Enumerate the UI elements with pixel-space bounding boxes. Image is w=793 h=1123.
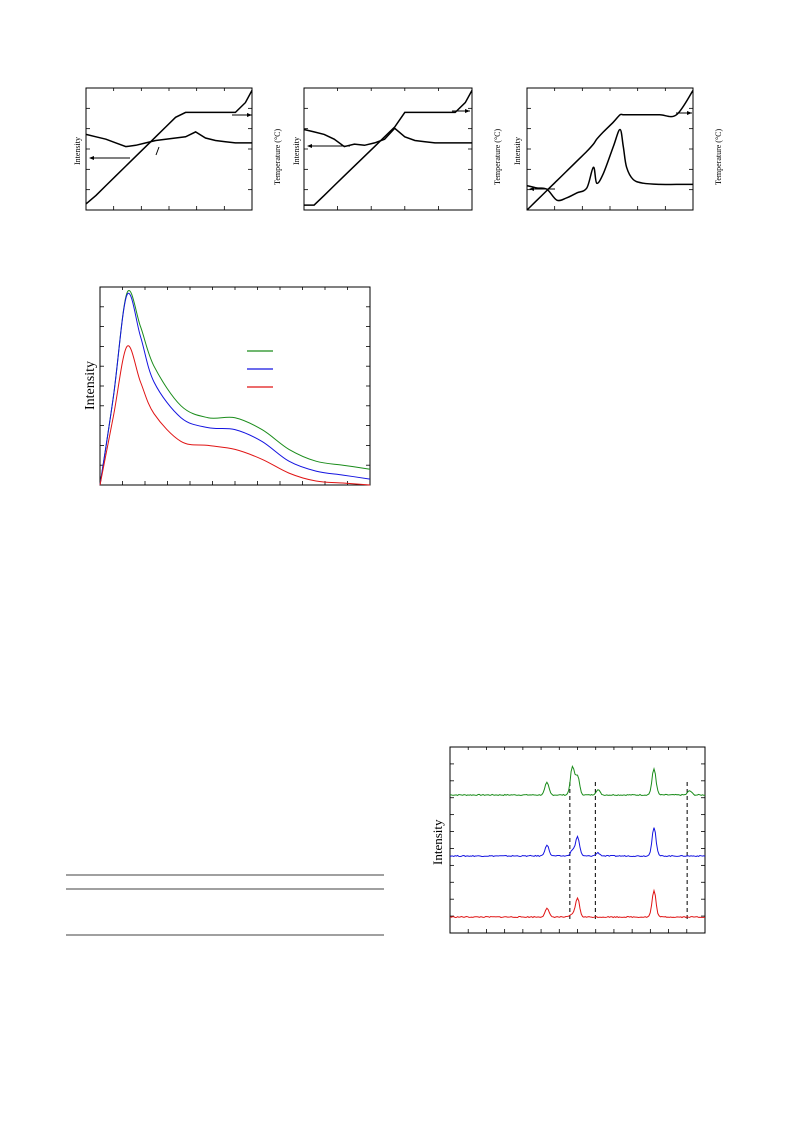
fig-a-frame: [85, 87, 253, 211]
fig-b-arrowhead-right: [465, 109, 470, 113]
fig-a-ylabel: Intensity: [73, 137, 82, 165]
fig-a-y2label: Temperature (°C): [273, 128, 282, 185]
fig_c-series-1: [526, 89, 694, 211]
xrd-series-2: [449, 888, 706, 919]
fig-pl-ylabel: Intensity: [83, 361, 98, 410]
fig_pl-series-2: [99, 345, 371, 486]
fig-c-y2label: Temperature (°C): [714, 128, 723, 185]
fig_c-series-0: [526, 128, 693, 202]
fig_b-series-0: [303, 127, 472, 148]
fig-b-ylabel: Intensity: [292, 137, 301, 165]
fig-xrd: Intensity: [430, 746, 706, 934]
fig-b: Intensity Temperature (°C): [292, 87, 502, 211]
fig_pl-series-0: [99, 290, 371, 486]
fig-b-frame: [303, 87, 473, 211]
xrd-series-0: [450, 764, 705, 797]
fig-c-frame: [526, 87, 694, 211]
fig-b-y2label: Temperature (°C): [493, 128, 502, 185]
fig-a: Intensity Temperature (°C): [73, 87, 282, 211]
fig-c-arrowhead-left: [529, 187, 534, 191]
fig-c: Intensity Temperature (°C): [513, 87, 723, 211]
fig-a-marker: [155, 146, 160, 156]
fig_a-series-1: [85, 90, 253, 205]
fig-a-arrowhead-right: [247, 113, 252, 117]
fig-c-arrowhead-right: [687, 111, 692, 115]
fig_a-series-0: [85, 131, 252, 148]
fig-a-arrowhead-left: [89, 156, 94, 160]
fig-b-arrowhead-left: [307, 144, 312, 148]
table: [66, 874, 384, 936]
fig-pl: Intensity: [83, 286, 371, 486]
xrd-series-1: [449, 827, 706, 858]
fig-pl-frame: [99, 286, 371, 486]
fig-c-ylabel: Intensity: [513, 137, 522, 165]
fig_pl-series-1: [99, 292, 371, 486]
fig-xrd-ylabel: Intensity: [430, 819, 445, 865]
fig_b-series-1: [304, 90, 473, 206]
